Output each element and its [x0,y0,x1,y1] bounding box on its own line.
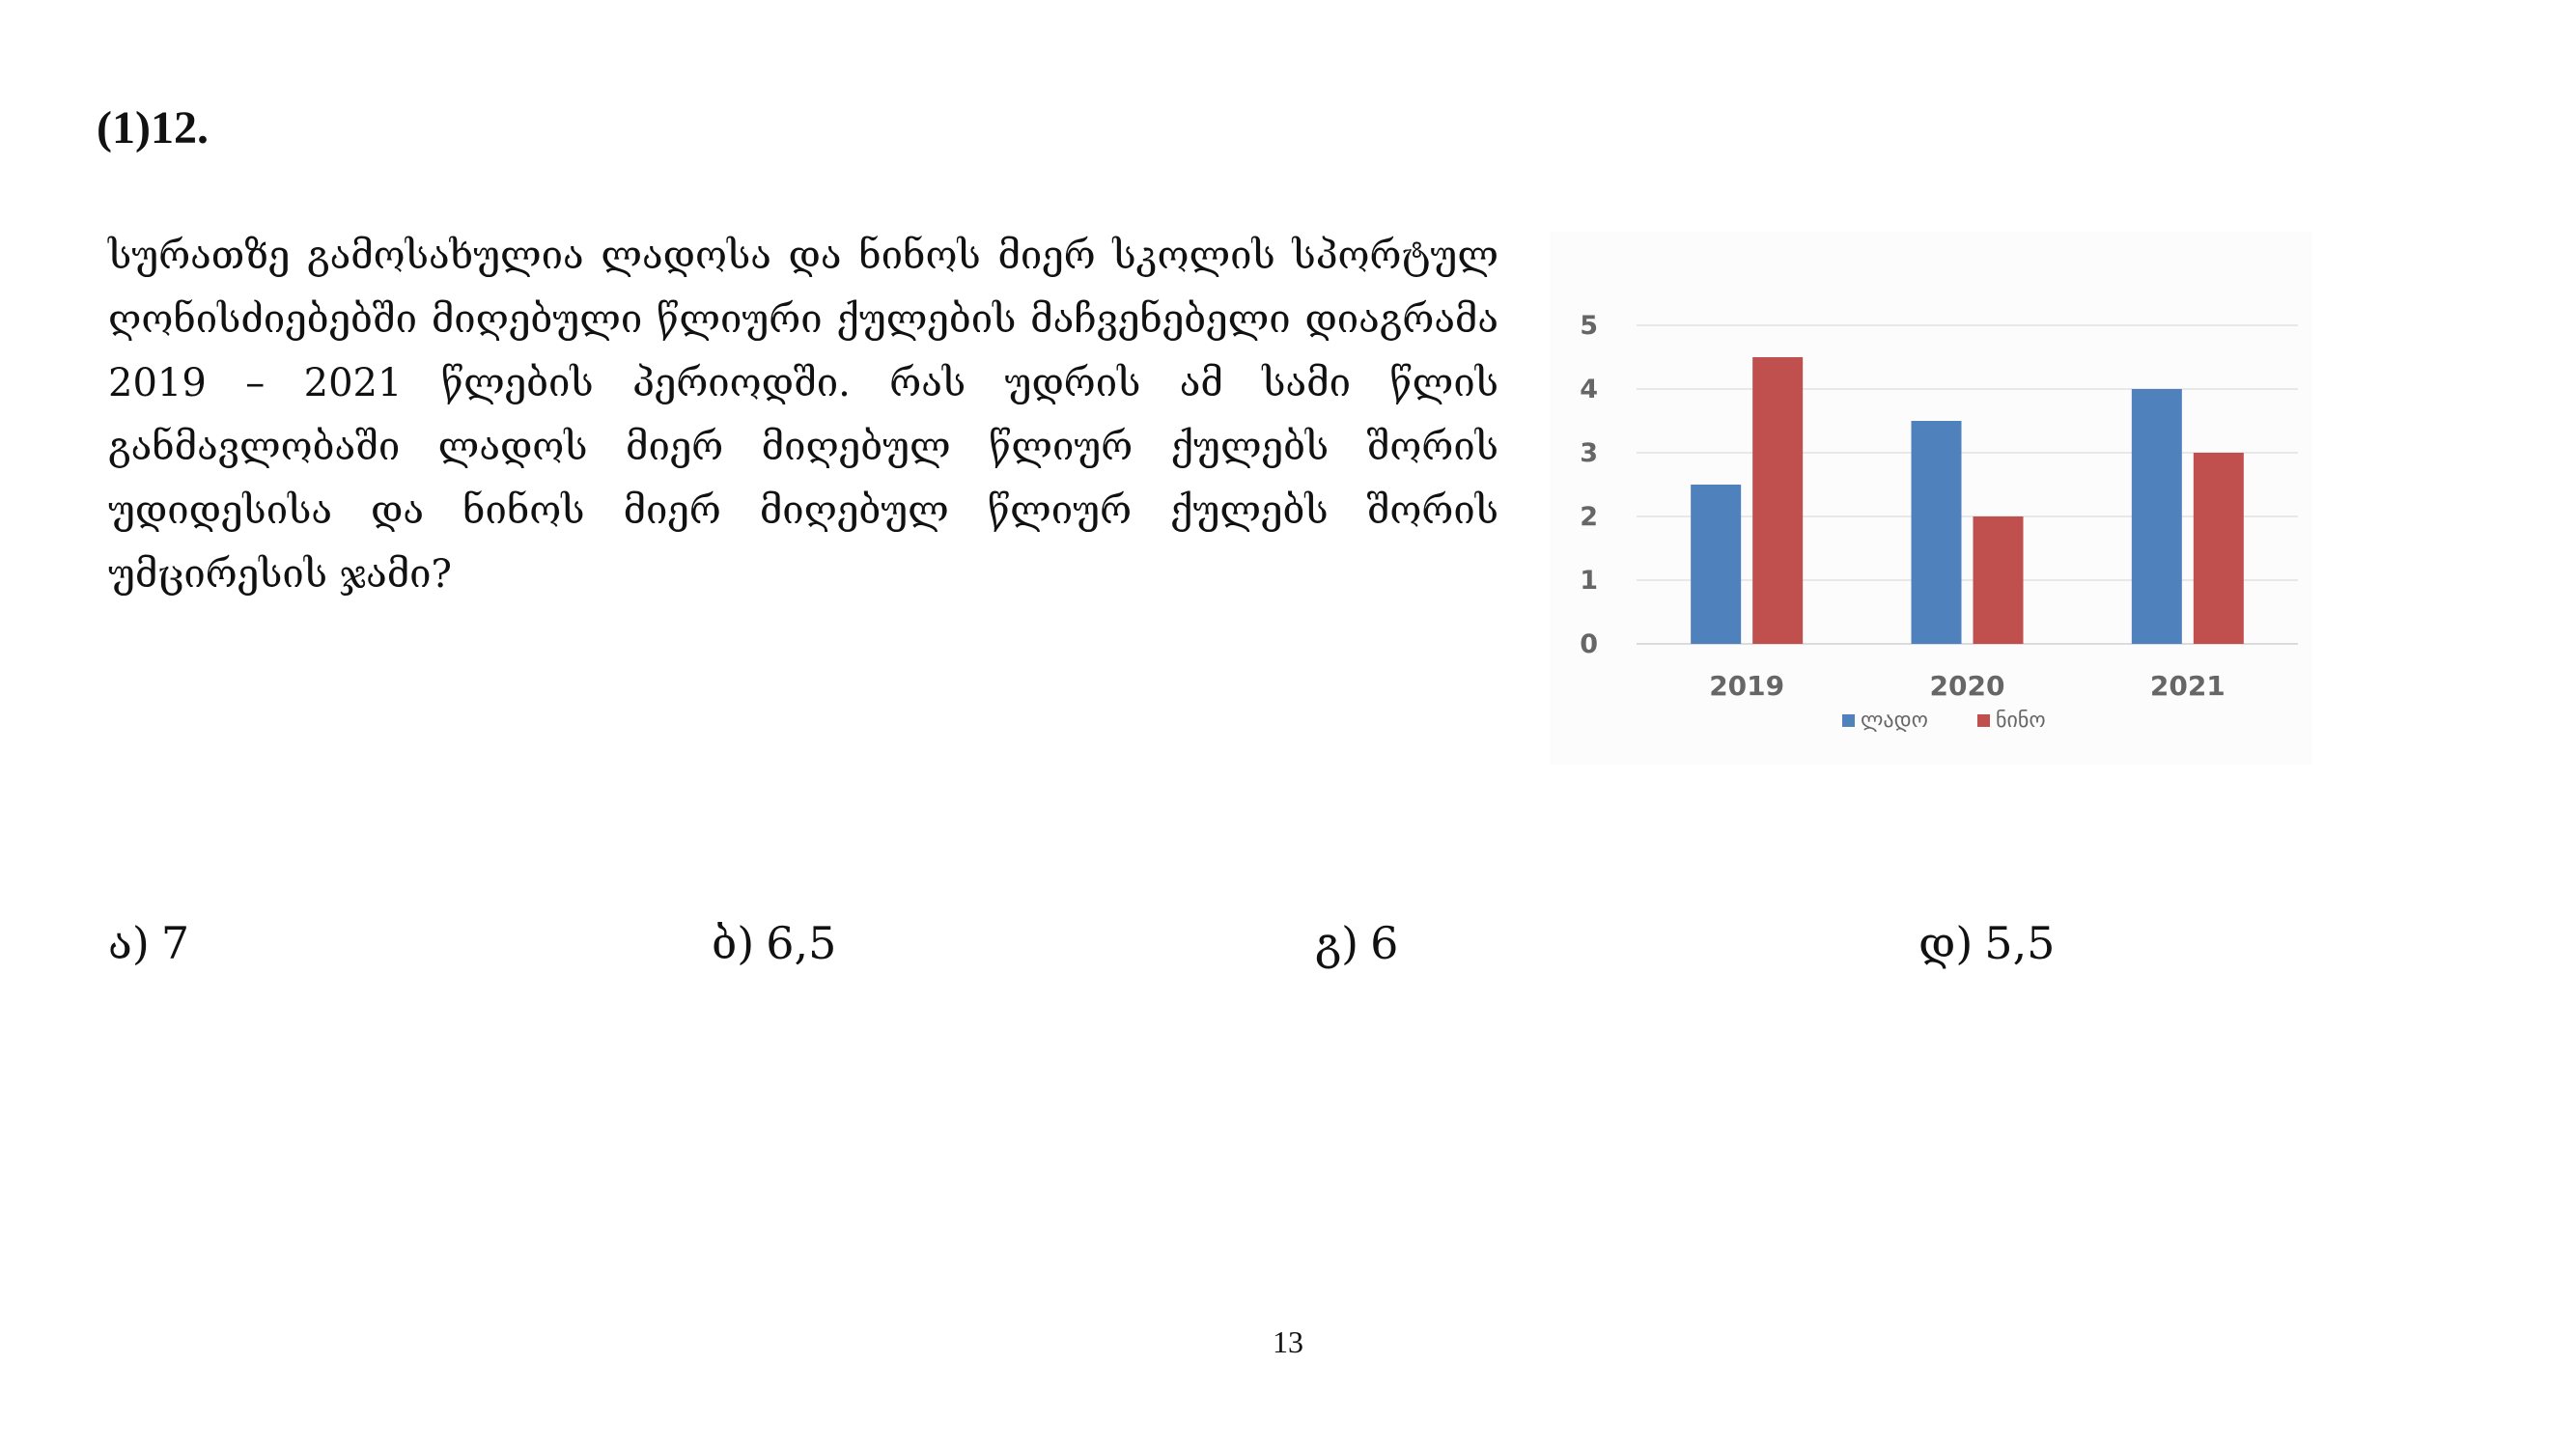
bar [1973,516,2024,644]
answer-letter: გ) [1315,917,1359,969]
y-tick-label: 2 [1580,502,1598,532]
problem-number: (1)12. [97,102,209,153]
y-tick-label: 0 [1580,629,1598,659]
answer-option-d[interactable]: დ) 5,5 [1918,917,2055,969]
question-text: სურათზე გამოსახულია ლადოსა და ნინოს მიერ… [108,234,1498,597]
y-tick-label: 5 [1580,311,1598,341]
legend-swatch [1977,714,1990,727]
legend-label: ნინო [1996,709,2046,733]
answer-options: ა) 7 ბ) 6,5 გ) 6 დ) 5,5 [108,917,2425,985]
answer-option-c[interactable]: გ) 6 [1315,917,1398,969]
bar [2193,453,2244,644]
answer-option-a[interactable]: ა) 7 [108,917,189,969]
y-tick-label: 1 [1580,566,1598,596]
answer-option-b[interactable]: ბ) 6,5 [712,917,836,969]
bar [1691,485,1742,644]
bar-chart: 0 1 2 3 4 5 2019 2020 2021 ლადო ნინო [1550,232,2312,765]
x-tick-label: 2019 [1709,670,1784,702]
y-tick-label: 4 [1580,375,1598,404]
bar [2131,389,2182,644]
x-tick-label: 2020 [1930,670,2005,702]
answer-value: 7 [160,917,190,969]
answer-letter: დ) [1918,917,1974,969]
page-number: 13 [1273,1324,1303,1359]
answer-value: 6,5 [766,917,837,969]
answer-letter: ბ) [712,917,755,969]
bar [1752,357,1804,644]
y-tick-label: 3 [1580,438,1598,468]
legend-swatch [1842,714,1855,727]
bar-chart-svg: 0 1 2 3 4 5 2019 2020 2021 ლადო ნინო [1580,311,2298,733]
answer-value: 5,5 [1984,917,2056,969]
answer-value: 6 [1370,917,1399,969]
x-tick-label: 2021 [2150,670,2226,702]
legend-label: ლადო [1861,709,1928,733]
bar [1911,421,1962,644]
answer-letter: ა) [108,917,150,969]
